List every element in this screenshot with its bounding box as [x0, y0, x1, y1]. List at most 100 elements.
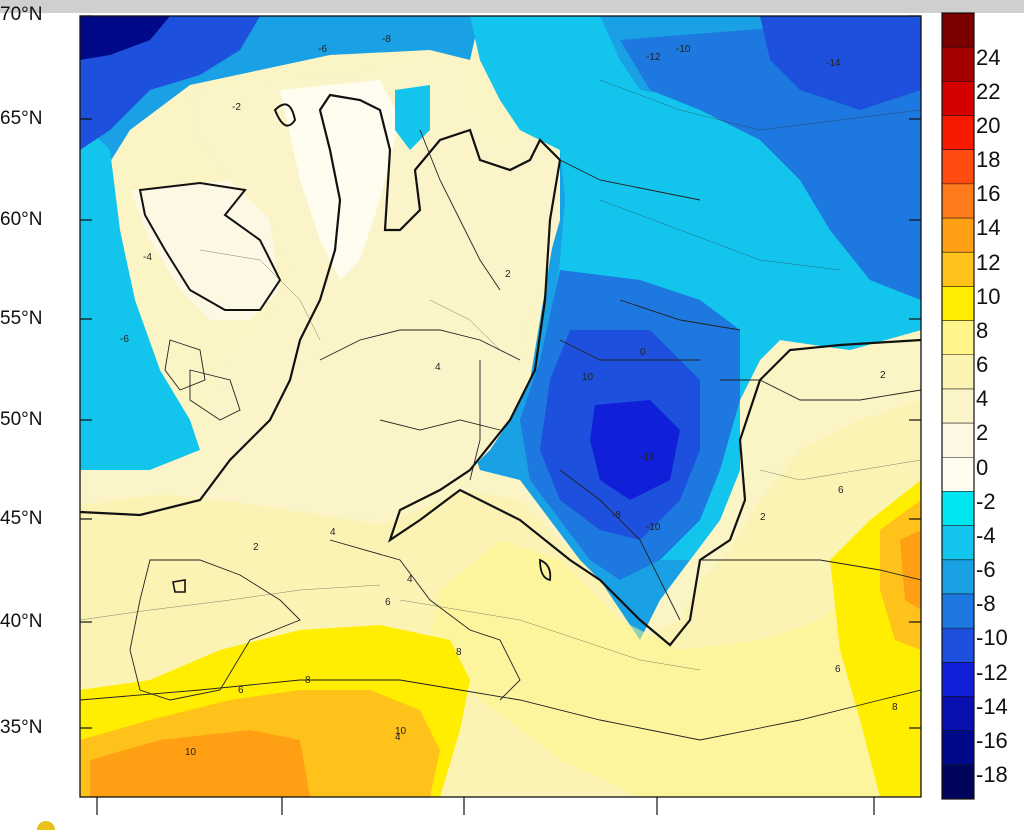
lat-label-70: 70°N	[0, 4, 43, 25]
zero-contour-west	[80, 93, 561, 517]
contour-label: -14	[826, 58, 841, 69]
colorbar-swatch	[942, 696, 974, 732]
contour-label: 6	[238, 685, 244, 696]
contour-label: 6	[835, 664, 841, 675]
lat-label-65: 65°N	[0, 108, 43, 129]
contour-label: -8	[382, 34, 391, 45]
colorbar-label: 24	[976, 45, 1001, 70]
contour-label: -10	[646, 522, 661, 533]
contour-label: 2	[760, 512, 766, 523]
colorbar-label: 18	[976, 147, 1001, 172]
balkan-coldest	[590, 400, 680, 500]
warm-tongue	[80, 60, 560, 520]
contour-label: -6	[120, 334, 129, 345]
mediterranean-light	[430, 520, 921, 797]
atlantic-cyan-band	[80, 120, 200, 470]
colorbar-swatch	[942, 218, 974, 253]
contour-label: 0	[640, 347, 646, 358]
contour-label: -12	[640, 452, 655, 463]
colorbar-swatch	[942, 593, 974, 629]
colorbar-swatch	[942, 81, 974, 117]
contour-label: 4	[330, 527, 336, 538]
contour-label: 4	[407, 574, 413, 585]
colorbar	[942, 13, 974, 800]
contour-label: 2	[505, 269, 511, 280]
colorbar-swatch	[942, 559, 974, 595]
contour-label: 6	[838, 485, 844, 496]
colorbar-swatch	[942, 491, 974, 527]
zero-contour-sea	[539, 558, 552, 582]
contour-label: 10	[582, 372, 594, 383]
colorbar-label: 8	[976, 318, 989, 343]
colorbar-label: 20	[976, 113, 1001, 138]
britain-neutral	[130, 180, 280, 320]
colorbar-swatch	[942, 457, 974, 492]
colorbar-label: 12	[976, 250, 1001, 275]
lat-label-35: 35°N	[0, 717, 43, 738]
contour-label: 10	[395, 726, 407, 737]
colorbar-swatch	[942, 183, 974, 219]
contour-label: 4	[395, 732, 401, 743]
colorbar-label: -8	[976, 591, 996, 616]
colorbar-swatch	[942, 286, 974, 322]
colorbar-label: 6	[976, 352, 989, 377]
colorbar-label: -10	[976, 625, 1008, 650]
thin-contours	[80, 79, 921, 671]
contour-label: -8	[612, 510, 621, 521]
colorbar-label: 0	[976, 455, 989, 480]
colorbar-swatch	[942, 149, 974, 185]
colorbar-swatch	[942, 47, 974, 82]
levant-hottest	[900, 530, 921, 610]
lat-label-55: 55°N	[0, 308, 43, 329]
longitude-ticks	[96, 797, 875, 815]
colorbar-swatch	[942, 628, 974, 663]
zero-contour-iberia	[172, 579, 186, 593]
contour-label: 6	[385, 597, 391, 608]
contour-label: 8	[892, 702, 898, 713]
colorbar-swatch	[942, 320, 974, 356]
latitude-ticks	[80, 15, 921, 729]
contour-label: -10	[676, 44, 691, 55]
colorbar-label: -4	[976, 523, 996, 548]
colorbar-label: 22	[976, 79, 1001, 104]
colorbar-label: 10	[976, 284, 1001, 309]
contour-label: 10	[185, 747, 197, 758]
colorbar-swatch	[942, 115, 974, 151]
colorbar-swatch	[942, 730, 974, 766]
contour-label: -4	[143, 252, 152, 263]
colorbar-label: 4	[976, 386, 989, 411]
zero-contour-britain	[138, 181, 282, 311]
colorbar-label: 14	[976, 215, 1001, 240]
window-top-strip	[0, 0, 1024, 13]
lat-label-60: 60°N	[0, 209, 43, 230]
north-sea-neutral	[280, 80, 400, 280]
contour-label: -2	[232, 102, 241, 113]
colorbar-swatch	[942, 13, 974, 48]
colorbar-swatch	[942, 423, 974, 458]
contour-label: -6	[318, 44, 327, 55]
colorbar-label: -14	[976, 694, 1008, 719]
contour-label: -12	[646, 52, 661, 63]
lat-label-40: 40°N	[0, 611, 43, 632]
colorbar-label: -16	[976, 728, 1008, 753]
colorbar-swatch	[942, 388, 974, 424]
lat-label-50: 50°N	[0, 409, 43, 430]
contour-value-labels: -6-8-10-12-14-2-4-62468100246410-10-8-12…	[120, 34, 898, 758]
colorbar-label: -6	[976, 557, 996, 582]
contour-label: 8	[456, 647, 462, 658]
plot-frame	[79, 15, 922, 798]
corner-marker	[37, 821, 55, 830]
colorbar-swatch	[942, 252, 974, 287]
contour-label: 2	[253, 542, 259, 553]
colorbar-label: 16	[976, 181, 1001, 206]
colorbar-frame	[941, 12, 975, 800]
far-north-cold	[760, 16, 921, 110]
contour-label: 4	[435, 362, 441, 373]
colorbar-label: -18	[976, 762, 1008, 787]
colorbar-swatch	[942, 525, 974, 561]
zero-contour-east	[387, 159, 921, 647]
colorbar-swatch	[942, 662, 974, 697]
lat-label-45: 45°N	[0, 508, 43, 529]
colorbar-swatch	[942, 764, 974, 800]
